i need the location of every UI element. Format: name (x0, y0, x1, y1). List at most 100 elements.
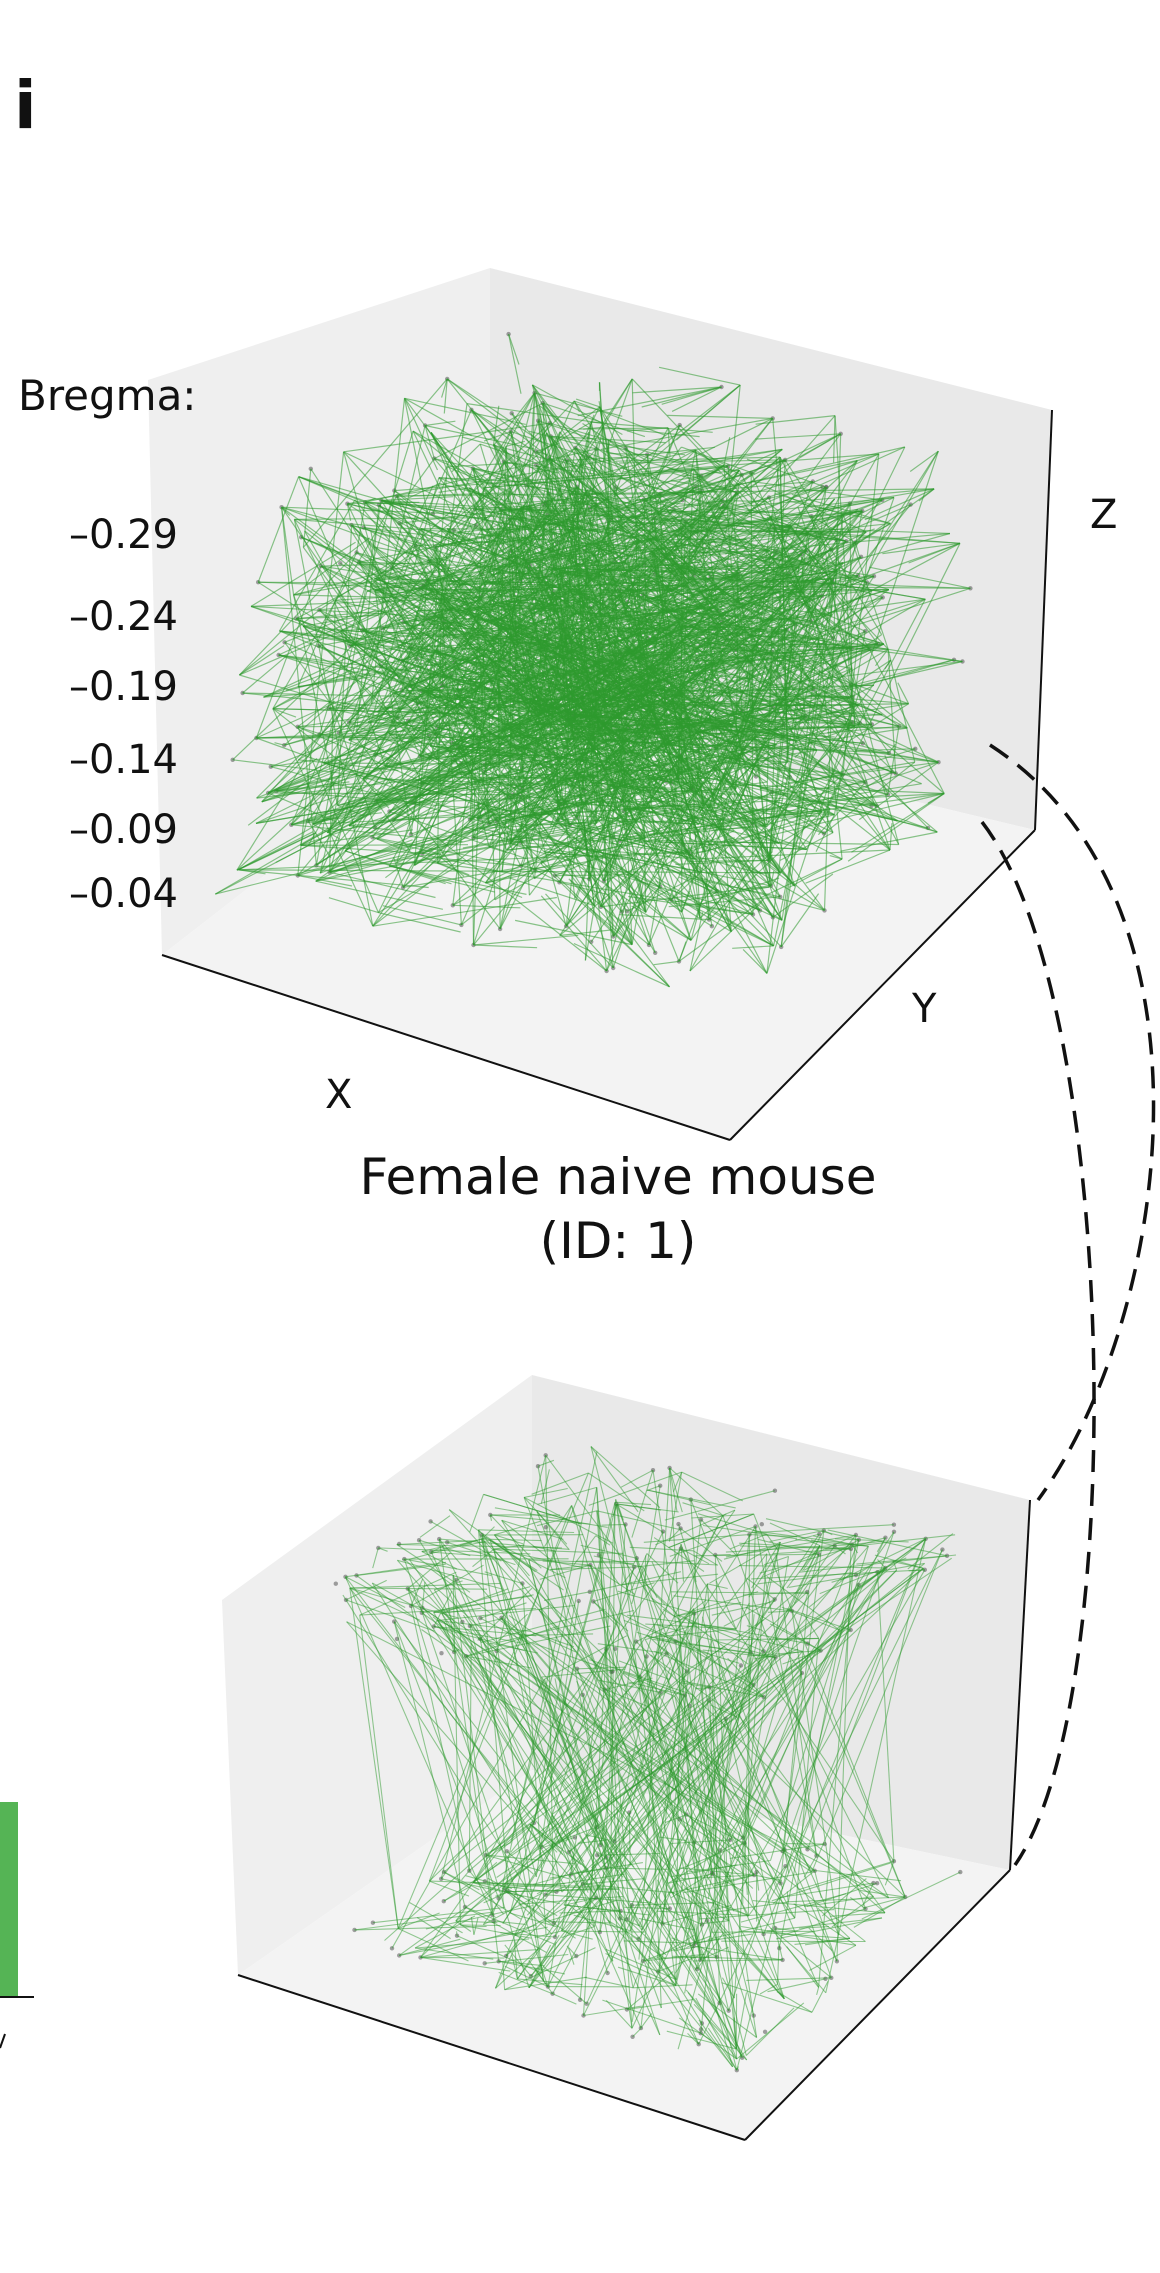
network-edge (521, 607, 592, 789)
mouse-caption-line1: Female naive mouse (360, 1148, 877, 1206)
network-edge (769, 1529, 824, 1543)
network-edge (757, 1538, 820, 1555)
network-edge (725, 1718, 784, 1961)
network-edge (690, 659, 892, 941)
network-edge (407, 1588, 530, 1988)
network-edge (502, 1884, 619, 1890)
network-edge (544, 851, 621, 860)
network-edge (766, 451, 939, 974)
network-edge (484, 1571, 523, 1585)
network-edge (849, 1896, 866, 1910)
network-edge (617, 1590, 695, 1615)
network-edge (710, 1634, 725, 1682)
network-edge (804, 575, 859, 613)
network-edge (670, 859, 718, 892)
network-edge (528, 506, 624, 560)
network-edge (403, 1558, 549, 1987)
network-edge (801, 1651, 906, 1898)
network-edge (356, 552, 699, 825)
network-edge (588, 1472, 645, 1512)
network-edge (480, 1617, 531, 1645)
network-edge (655, 555, 701, 919)
network-edge (348, 496, 770, 827)
network-edge (716, 725, 856, 734)
network-edge (700, 629, 788, 872)
network-edge (493, 1548, 624, 1554)
network-edge (448, 1509, 536, 1573)
network-edge (669, 592, 695, 660)
network-edge (817, 781, 866, 836)
network-edge (683, 1887, 749, 1916)
network-edge (255, 565, 322, 739)
network-edge (752, 761, 939, 825)
network-edge (504, 600, 642, 793)
network-edge (596, 1510, 633, 2029)
network-edge (494, 1954, 509, 1989)
network-edge (394, 490, 452, 528)
network-edge (538, 405, 589, 775)
network-edge (284, 680, 528, 746)
network-edge (775, 1927, 798, 1932)
network-edge (425, 420, 456, 427)
network-edge (407, 1552, 451, 1590)
network-edge (751, 1541, 781, 1589)
network-edge (730, 570, 838, 822)
network-edge (742, 948, 768, 974)
network-edge (461, 436, 554, 462)
network-edge (472, 1861, 498, 1884)
network-edge (834, 1538, 909, 1543)
network-edge (396, 729, 504, 864)
network-edge (589, 1564, 785, 2000)
network-edge (463, 1614, 482, 1643)
network-edge (550, 1564, 591, 1571)
network-edge (793, 1554, 820, 1604)
network-edge (649, 757, 774, 918)
network-edge (351, 524, 444, 685)
network-edge (772, 616, 812, 628)
network-edge (593, 1601, 629, 1632)
network-edge (677, 1554, 820, 2050)
network-edge (483, 431, 512, 442)
network-edge (349, 1587, 399, 1929)
network-edge (650, 710, 745, 750)
network-edge (655, 1509, 736, 1546)
network-edge (328, 707, 823, 813)
network-edge (375, 800, 411, 852)
network-edge (715, 711, 773, 749)
network-edge (520, 378, 633, 697)
network-edge (748, 1554, 777, 1598)
network-edge (347, 503, 419, 521)
network-edge (443, 1557, 953, 1902)
network-edge (711, 1600, 776, 1616)
network-edge (636, 1631, 740, 1664)
network-edge (680, 1544, 685, 1582)
network-edge (404, 1558, 492, 1576)
network-edge (436, 1620, 615, 1842)
network-edge (706, 728, 835, 738)
network-edge (215, 780, 667, 895)
network-edge (421, 1595, 532, 1614)
network-edge (573, 1914, 631, 1932)
network-edge (703, 803, 825, 911)
network-edge (501, 507, 624, 511)
network-edge (378, 1547, 388, 1552)
network-edge (462, 1539, 491, 1547)
network-edge (594, 534, 645, 604)
network-edge (681, 1471, 744, 1502)
network-edge (816, 1987, 820, 1996)
network-edge (588, 871, 633, 945)
network-edge (494, 1534, 524, 1545)
network-edge (908, 1569, 925, 1572)
network-edge (276, 775, 341, 792)
network-edge (631, 1567, 644, 1605)
network-edge (346, 1621, 611, 1924)
network-edge (372, 617, 774, 927)
network-edge (693, 1694, 820, 1988)
network-edge (700, 1946, 729, 1961)
network-edge (616, 1503, 665, 1534)
network-edge (278, 499, 356, 632)
network-edge (628, 895, 754, 915)
network-edge (709, 1541, 781, 1584)
network-edge (689, 610, 726, 670)
network-edge (651, 570, 811, 583)
